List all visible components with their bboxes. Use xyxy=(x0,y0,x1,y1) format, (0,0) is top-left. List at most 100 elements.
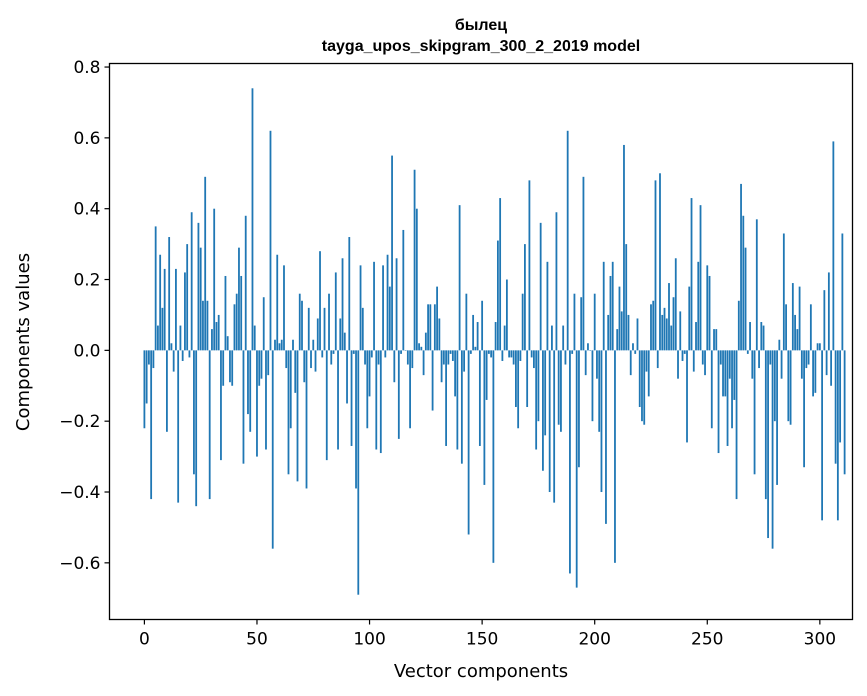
bar-125 xyxy=(424,332,427,351)
bar-240 xyxy=(683,350,686,354)
bar-152 xyxy=(485,350,488,400)
bar-19 xyxy=(186,244,189,351)
bar-254 xyxy=(715,329,718,351)
bar-28 xyxy=(206,300,209,351)
bar-236 xyxy=(674,258,677,351)
bar-215 xyxy=(627,314,630,351)
bar-309 xyxy=(839,350,842,443)
bar-109 xyxy=(388,286,391,351)
bar-289 xyxy=(794,314,796,351)
bar-230 xyxy=(661,314,664,351)
bar-208 xyxy=(611,261,614,351)
bar-290 xyxy=(796,329,799,351)
bar-239 xyxy=(681,350,684,361)
bar-95 xyxy=(357,350,360,595)
bar-213 xyxy=(623,144,625,351)
bar-116 xyxy=(404,350,407,351)
bar-126 xyxy=(427,304,429,351)
bar-10 xyxy=(166,350,168,432)
bar-209 xyxy=(614,350,616,563)
bar-202 xyxy=(598,350,601,432)
bar-54 xyxy=(265,350,267,450)
bar-268 xyxy=(746,350,749,354)
bar-121 xyxy=(415,208,418,351)
bar-284 xyxy=(782,233,785,351)
y-axis-ticks: −0.6 −0.4 −0.2 0.0 0.2 0.4 0.6 0.8 xyxy=(59,58,110,574)
bar-216 xyxy=(629,350,632,376)
bar-300 xyxy=(818,343,821,351)
bar-292 xyxy=(800,350,803,379)
bar-174 xyxy=(535,350,538,450)
bar-34 xyxy=(220,350,222,461)
y-tick-label: −0.4 xyxy=(59,483,100,503)
bar-44 xyxy=(242,350,245,464)
bar-47 xyxy=(249,350,252,432)
bar-245 xyxy=(695,322,697,351)
bar-242 xyxy=(688,286,691,351)
bar-86 xyxy=(337,350,339,450)
bar-73 xyxy=(307,307,310,351)
bar-153 xyxy=(487,350,490,354)
bar-66 xyxy=(292,339,294,351)
bar-241 xyxy=(686,350,688,443)
bar-159 xyxy=(501,350,504,361)
bar-252 xyxy=(710,350,713,429)
bar-275 xyxy=(762,325,765,351)
bar-74 xyxy=(310,350,312,369)
bar-278 xyxy=(769,350,772,365)
bar-188 xyxy=(566,130,569,351)
bar-79 xyxy=(321,350,324,358)
bar-235 xyxy=(672,297,675,351)
bar-39 xyxy=(231,350,234,386)
bar-185 xyxy=(560,350,562,432)
bar-145 xyxy=(469,350,472,354)
bar-269 xyxy=(749,322,751,351)
bar-255 xyxy=(717,350,720,454)
bar-171 xyxy=(528,180,531,351)
bar-136 xyxy=(449,350,452,354)
bar-175 xyxy=(537,350,540,422)
bar-149 xyxy=(478,350,481,446)
bar-68 xyxy=(296,350,299,482)
x-tick-label: 100 xyxy=(353,630,385,650)
bar-40 xyxy=(233,304,236,351)
bar-191 xyxy=(573,293,576,351)
bar-212 xyxy=(620,311,623,351)
bar-58 xyxy=(274,339,276,351)
bar-266 xyxy=(742,215,745,351)
bar-283 xyxy=(780,350,783,379)
bar-56 xyxy=(269,130,272,351)
bar-99 xyxy=(366,350,369,429)
bar-303 xyxy=(825,350,828,376)
bar-250 xyxy=(706,265,709,351)
bar-197 xyxy=(587,343,589,351)
bar-231 xyxy=(663,307,666,351)
bar-260 xyxy=(728,350,731,379)
bar-6 xyxy=(157,325,159,351)
bar-59 xyxy=(276,254,279,351)
bar-298 xyxy=(814,350,817,393)
bar-146 xyxy=(472,314,475,351)
bar-93 xyxy=(352,350,355,354)
bar-304 xyxy=(827,272,830,351)
y-tick-label: 0.8 xyxy=(73,58,100,78)
bar-135 xyxy=(447,350,450,365)
bar-243 xyxy=(690,198,693,351)
bar-21 xyxy=(190,212,193,351)
bar-151 xyxy=(483,350,486,485)
bar-285 xyxy=(785,304,787,351)
y-tick-label: 0.0 xyxy=(73,341,100,361)
bar-29 xyxy=(208,350,211,500)
bar-237 xyxy=(677,350,679,379)
bar-211 xyxy=(618,286,621,351)
bar-169 xyxy=(524,244,526,351)
bar-281 xyxy=(776,350,778,485)
bar-128 xyxy=(431,350,434,411)
bar-192 xyxy=(575,350,578,588)
bar-222 xyxy=(643,350,646,425)
bar-186 xyxy=(562,325,565,351)
bar-75 xyxy=(312,339,315,351)
bar-0 xyxy=(143,350,146,429)
bar-63 xyxy=(285,350,288,369)
x-tick-label: 200 xyxy=(578,630,610,650)
